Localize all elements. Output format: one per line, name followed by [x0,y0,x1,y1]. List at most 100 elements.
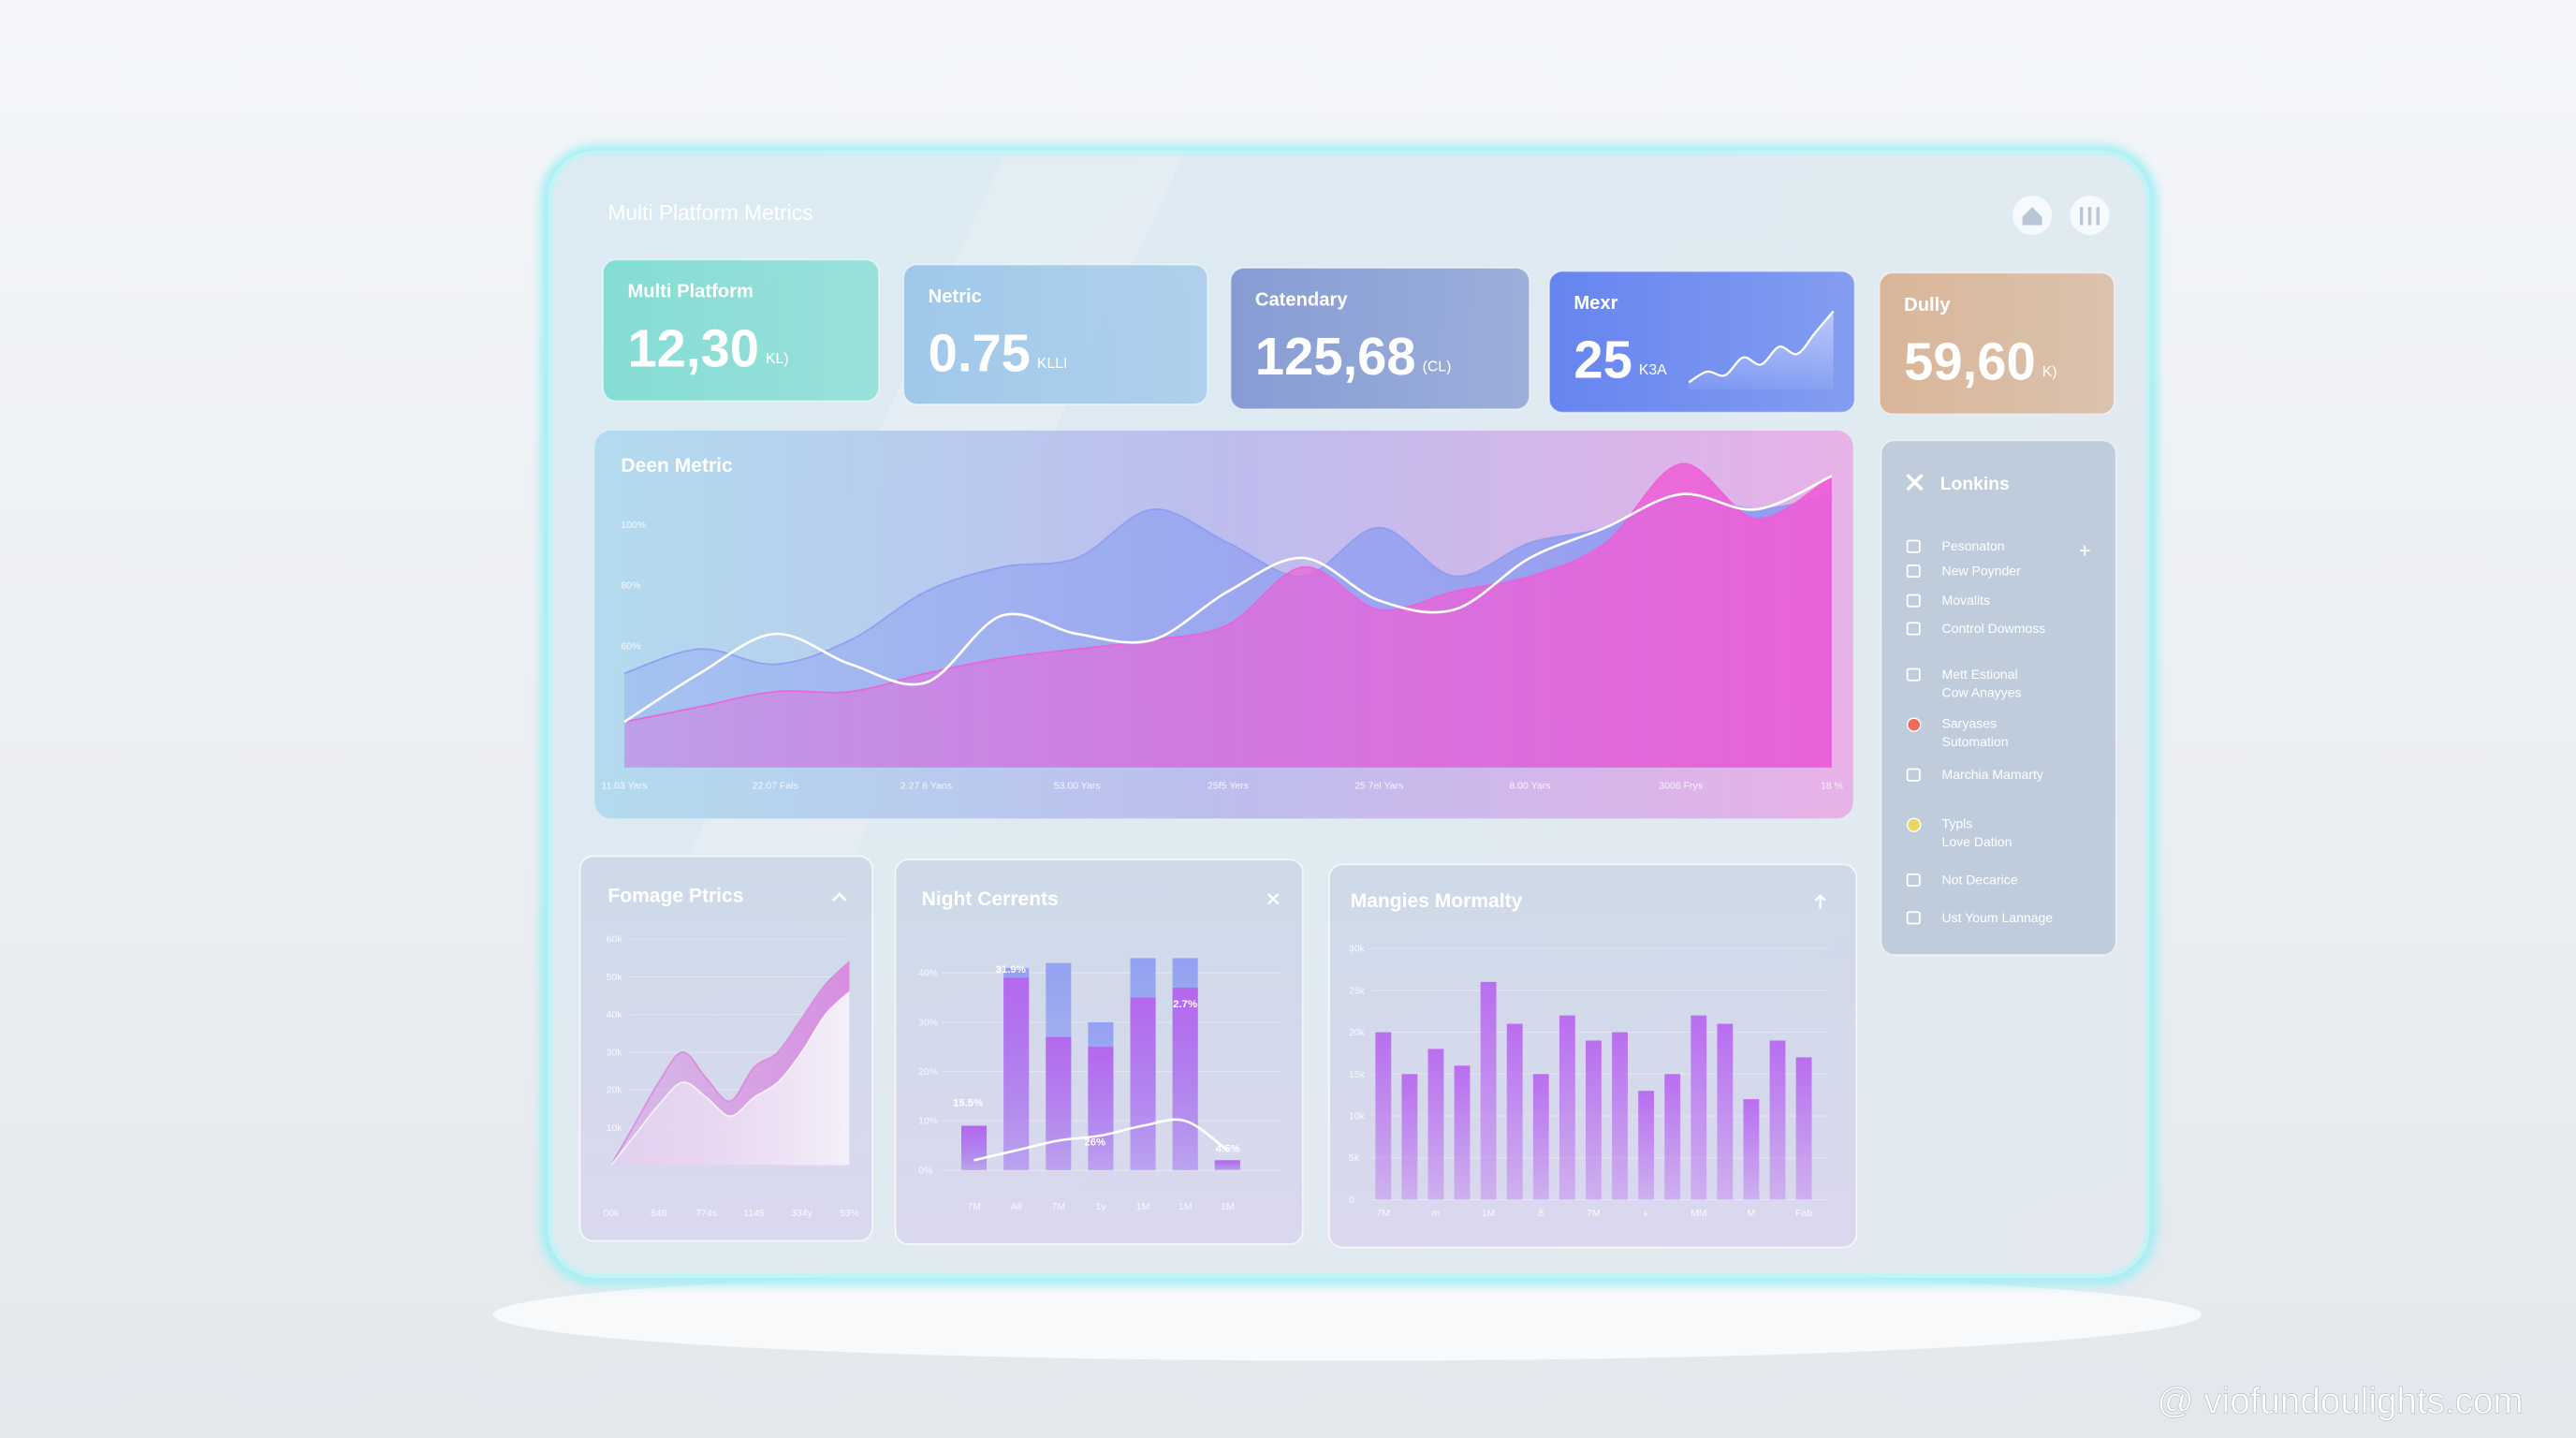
area-edge [610,961,850,1167]
sparkline [1688,310,1835,384]
sidebar-item[interactable]: Typls [1942,816,1973,831]
collapse-icon[interactable] [831,892,847,902]
close-icon[interactable] [1906,474,1924,492]
x-tick-label: 1M [1482,1208,1496,1219]
item-icon [1906,539,1921,553]
y-tick-label: 60% [621,641,640,653]
y-tick-label: 30k [1349,944,1366,955]
kpi-unit: (CL) [1423,360,1452,375]
chart-title: Deen Metric [621,455,733,477]
bar [1214,1160,1240,1170]
x-tick-label: 18 % [1821,781,1843,792]
y-tick-label: 50k [607,972,623,983]
sort-icon[interactable] [1814,894,1826,909]
sparkline-area [1689,311,1834,390]
sidebar-item[interactable]: Saryases [1942,716,1997,731]
line [973,1118,1229,1162]
sidebar-item[interactable]: Pesonaton [1942,538,2005,553]
bar [1612,1032,1628,1200]
bar [1638,1091,1655,1200]
home-icon [2022,207,2042,226]
bar [1172,988,1198,1170]
sidebar-title: Lonkins [1940,475,2010,494]
area [623,463,1832,768]
x-tick-label: 334y [791,1208,813,1219]
y-tick-label: 25k [1349,985,1366,996]
kpi-card [902,263,1208,405]
y-tick-label: 10% [918,1116,938,1127]
x-tick-label: MM [1690,1208,1707,1219]
x-tick-label: 2.27 6 Yans [900,781,952,792]
sidebar-item[interactable]: Cow Anayyes [1942,684,2022,699]
close-icon[interactable] [1267,893,1280,905]
sidebar-item[interactable]: Mett Estional [1942,667,2018,682]
x-tick-label: 25f5 Yers [1208,781,1249,792]
bar [1375,1032,1392,1200]
x-tick-label: 8 [1538,1208,1544,1219]
x-tick-label: 846 [651,1208,667,1219]
chart-title: Night Cerrents [922,888,1059,910]
kpi-unit: K3A [1639,362,1667,378]
y-tick-label: 30% [918,1017,938,1028]
item-icon [1906,564,1921,579]
sidebar-item[interactable]: Not Decarice [1942,872,2018,887]
item-icon [1906,717,1922,732]
kpi-unit: KLLI [1037,356,1067,372]
bar [1506,1023,1523,1200]
watermark: @ viofundoulights.com [2157,1382,2523,1422]
bar [1480,981,1497,1200]
kpi-unit: KL) [766,351,789,367]
x-tick-label: 53% [840,1208,859,1219]
sidebar-item[interactable]: Marchia Mamarty [1942,767,2043,782]
x-tick-label: 53.00 Yars [1054,781,1101,792]
kpi-value: 25 [1573,330,1632,389]
y-tick-label: 20% [918,1066,938,1078]
x-tick-label: Fab [1795,1208,1812,1219]
item-icon [1906,873,1921,888]
kpi-card [602,258,880,403]
bar [1743,1099,1760,1200]
bar [1690,1015,1707,1200]
sidebar-item[interactable]: Control Dowmoss [1942,621,2046,636]
bar [1586,1040,1602,1200]
bar [1559,1015,1575,1200]
y-tick-label: 0% [918,1165,932,1176]
kpi-value: 0.75 [929,324,1031,383]
bar [1130,997,1156,1170]
bar [960,1125,988,1170]
item-icon [1906,594,1921,608]
y-tick-label: 10k [607,1123,623,1134]
sidebar-item[interactable]: Movalits [1942,593,1990,608]
y-tick-label: 80% [621,580,640,592]
add-icon[interactable] [2079,545,2090,556]
x-tick-label: 1145 [743,1208,765,1219]
annotation: 26% [1084,1137,1105,1149]
item-icon [1906,817,1922,832]
sidebar-item[interactable]: Ust Youm Lannage [1942,910,2054,925]
area-edge [623,462,1833,723]
x-tick-label: 7M [1051,1201,1065,1212]
bar [1769,1040,1786,1200]
y-tick-label: 20k [607,1085,623,1096]
y-tick-label: 30k [607,1047,623,1058]
kpi-label: Catendary [1255,290,1348,311]
bar [1401,1074,1418,1200]
sidebar-item[interactable]: Love Dation [1942,834,2012,849]
annotation: 2.7% [1173,999,1197,1010]
x-tick-label: 7M [1587,1208,1601,1219]
bar [1088,1047,1114,1170]
kpi-label: Multi Platform [627,282,753,302]
x-tick-label: All [1011,1201,1022,1212]
kpi-card [1878,271,2115,416]
bar [1664,1074,1681,1200]
sidebar-item[interactable]: Sutomation [1942,734,2009,749]
sidebar-item[interactable]: New Poynder [1942,563,2022,578]
bar [1003,977,1030,1170]
chart-title: Fomage Ptrics [607,886,743,907]
item-icon [1906,622,1921,636]
kpi-value: 59,60 [1904,331,2036,390]
kpi-card [1229,267,1530,410]
x-tick-label: m [1432,1208,1441,1219]
